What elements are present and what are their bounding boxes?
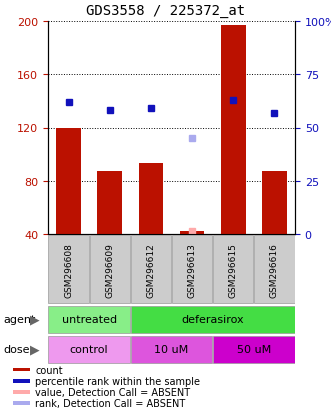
Bar (180, 232, 205, 235)
Bar (131, 306, 295, 333)
Bar (97, 172, 122, 235)
Bar (262, 172, 287, 235)
Text: 50 uM: 50 uM (237, 344, 271, 354)
Text: ▶: ▶ (30, 313, 40, 326)
Bar (13, 390, 30, 394)
Text: GSM296608: GSM296608 (64, 243, 73, 297)
Text: GSM296612: GSM296612 (146, 243, 156, 297)
Bar (49, 235, 89, 304)
Bar (13, 379, 30, 383)
Text: 10 uM: 10 uM (154, 344, 189, 354)
Text: GDS3558 / 225372_at: GDS3558 / 225372_at (86, 4, 245, 18)
Bar (254, 235, 295, 304)
Bar (13, 401, 30, 405)
Text: deferasirox: deferasirox (181, 314, 244, 324)
Text: agent: agent (3, 314, 36, 324)
Bar (172, 235, 212, 304)
Text: ▶: ▶ (30, 343, 40, 356)
Text: untreated: untreated (62, 314, 117, 324)
Bar (49, 306, 130, 333)
Bar (131, 336, 212, 363)
Bar (221, 26, 246, 235)
Text: GSM296616: GSM296616 (270, 243, 279, 297)
Bar (56, 128, 81, 235)
Text: percentile rank within the sample: percentile rank within the sample (35, 376, 200, 386)
Bar (131, 235, 171, 304)
Text: GSM296609: GSM296609 (105, 243, 114, 297)
Bar (90, 235, 130, 304)
Bar (213, 336, 295, 363)
Bar (49, 336, 130, 363)
Text: value, Detection Call = ABSENT: value, Detection Call = ABSENT (35, 387, 190, 397)
Bar (213, 235, 253, 304)
Text: GSM296615: GSM296615 (229, 243, 238, 297)
Bar (139, 164, 163, 235)
Text: rank, Detection Call = ABSENT: rank, Detection Call = ABSENT (35, 398, 185, 408)
Bar (13, 368, 30, 372)
Text: GSM296613: GSM296613 (188, 243, 197, 297)
Text: count: count (35, 365, 63, 375)
Text: control: control (70, 344, 109, 354)
Text: dose: dose (3, 344, 30, 354)
